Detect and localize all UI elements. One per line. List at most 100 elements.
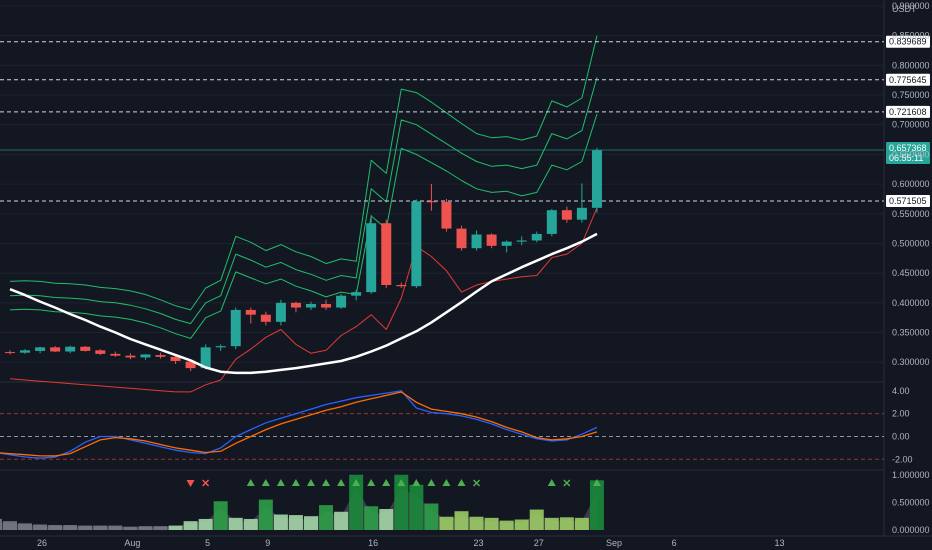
volume-bar[interactable] [153,526,168,530]
candle-body[interactable] [441,201,452,229]
volume-bar[interactable] [273,514,288,530]
volume-bar[interactable] [108,525,123,530]
price-axis[interactable]: USDT 0.300000 0.350000 0.400000 0.450000 0.5… [892,1,930,367]
candle-body[interactable] [501,241,512,246]
signal-up-icon [306,479,315,486]
candle-body[interactable] [396,285,407,287]
volume-bar[interactable] [559,517,574,530]
time-axis[interactable]: 26 Aug 5 9 16 23 27 Sep 6 13 [37,538,784,548]
candle-body[interactable] [95,350,106,354]
volume-bar[interactable] [18,523,33,530]
candle-body[interactable] [321,304,332,308]
candle-body[interactable] [546,210,557,234]
candle-body[interactable] [140,354,151,358]
candle-body[interactable] [110,353,121,356]
candle-body[interactable] [381,223,392,285]
volume-bar[interactable] [379,509,394,530]
ma-line [9,232,598,375]
candle-body[interactable] [125,355,136,358]
candle-body[interactable] [366,223,377,293]
candle-body[interactable] [260,314,271,322]
candle-body[interactable] [230,309,241,347]
volume-bar[interactable] [514,519,529,530]
level-tag-label: 0.571505 [889,196,927,206]
candle-body[interactable] [591,150,602,208]
candle-body[interactable] [35,347,46,351]
volume-bar[interactable] [454,511,469,530]
volume-bar[interactable] [304,516,318,530]
candle-body[interactable] [275,302,286,322]
horizontal-levels[interactable]: 0.839689 0.775645 0.721608 0.571505 0.657368… [0,35,930,207]
volume-bar[interactable] [574,517,589,530]
candle-body[interactable] [411,201,422,287]
candle-body[interactable] [155,355,166,357]
bollinger-bands [9,35,598,393]
volume-bar[interactable] [168,525,183,530]
volume-bar[interactable] [243,518,258,530]
volume-bar[interactable] [183,521,198,530]
volume-bar[interactable] [78,525,93,530]
candle-body[interactable] [576,207,587,220]
candle-body[interactable] [290,302,301,308]
signal-up-icon [352,479,361,486]
volume-bar[interactable] [258,499,273,530]
osc-tick-label: -2.00 [892,454,913,464]
volume-bar[interactable] [3,521,17,530]
volume-pane[interactable]: 1.000000 0.500000 0.000000 [0,470,930,535]
candle-body[interactable] [20,350,31,353]
volume-bar[interactable] [138,526,153,530]
volume-bar[interactable] [469,516,484,530]
volume-bar[interactable] [93,525,108,530]
candle-body[interactable] [245,309,256,315]
volume-bar[interactable] [424,503,439,530]
candle-body[interactable] [215,346,226,348]
candle-body[interactable] [185,361,196,369]
candle-body[interactable] [50,347,61,352]
volume-tick-label: 0.500000 [892,497,930,507]
volume-bar[interactable] [288,515,303,530]
volume-bar[interactable] [198,518,213,530]
candle-body[interactable] [486,234,497,246]
candle-body[interactable] [426,201,437,203]
volume-bar[interactable] [213,501,228,530]
volume-bar[interactable] [394,474,409,530]
candle-body[interactable] [531,233,542,241]
volume-bar[interactable] [439,516,454,530]
volume-bar[interactable] [484,517,499,530]
volume-bar[interactable] [349,474,364,530]
signal-up-icon [547,479,556,486]
volume-bar[interactable] [48,525,63,530]
candle-body[interactable] [200,347,211,369]
candle-body[interactable] [336,295,347,308]
signal-up-icon [442,479,451,486]
osc-tick-label: 0.00 [892,431,910,441]
oscillator-pane[interactable]: 4.00 2.00 0.00 -2.00 [0,386,913,464]
volume-bar[interactable] [499,520,514,530]
volume-bar[interactable] [589,480,604,530]
volume-bar[interactable] [364,506,379,530]
volume-bar[interactable] [123,526,138,530]
candle-body[interactable] [456,228,467,249]
candle-body[interactable] [65,346,76,352]
volume-bar[interactable] [33,524,48,530]
candle-body[interactable] [471,234,482,249]
candle-body[interactable] [561,210,572,220]
candle-body[interactable] [5,352,15,354]
candle-body[interactable] [170,356,181,361]
volume-bar[interactable] [544,517,559,530]
volume-bar[interactable] [409,484,424,530]
candle-body[interactable] [80,346,91,351]
candle-body[interactable] [306,304,316,308]
osc-tick-label: 4.00 [892,386,910,396]
candles[interactable] [5,147,602,372]
volume-bar[interactable] [63,525,78,530]
candle-body[interactable] [516,240,527,242]
candle-body[interactable] [351,292,362,296]
volume-bar[interactable] [334,511,349,530]
price-tick-label: 0.750000 [892,90,930,100]
volume-bar[interactable] [0,518,2,530]
volume-bar[interactable] [228,517,243,530]
volume-bar[interactable] [319,505,334,530]
volume-bar[interactable] [529,509,544,530]
